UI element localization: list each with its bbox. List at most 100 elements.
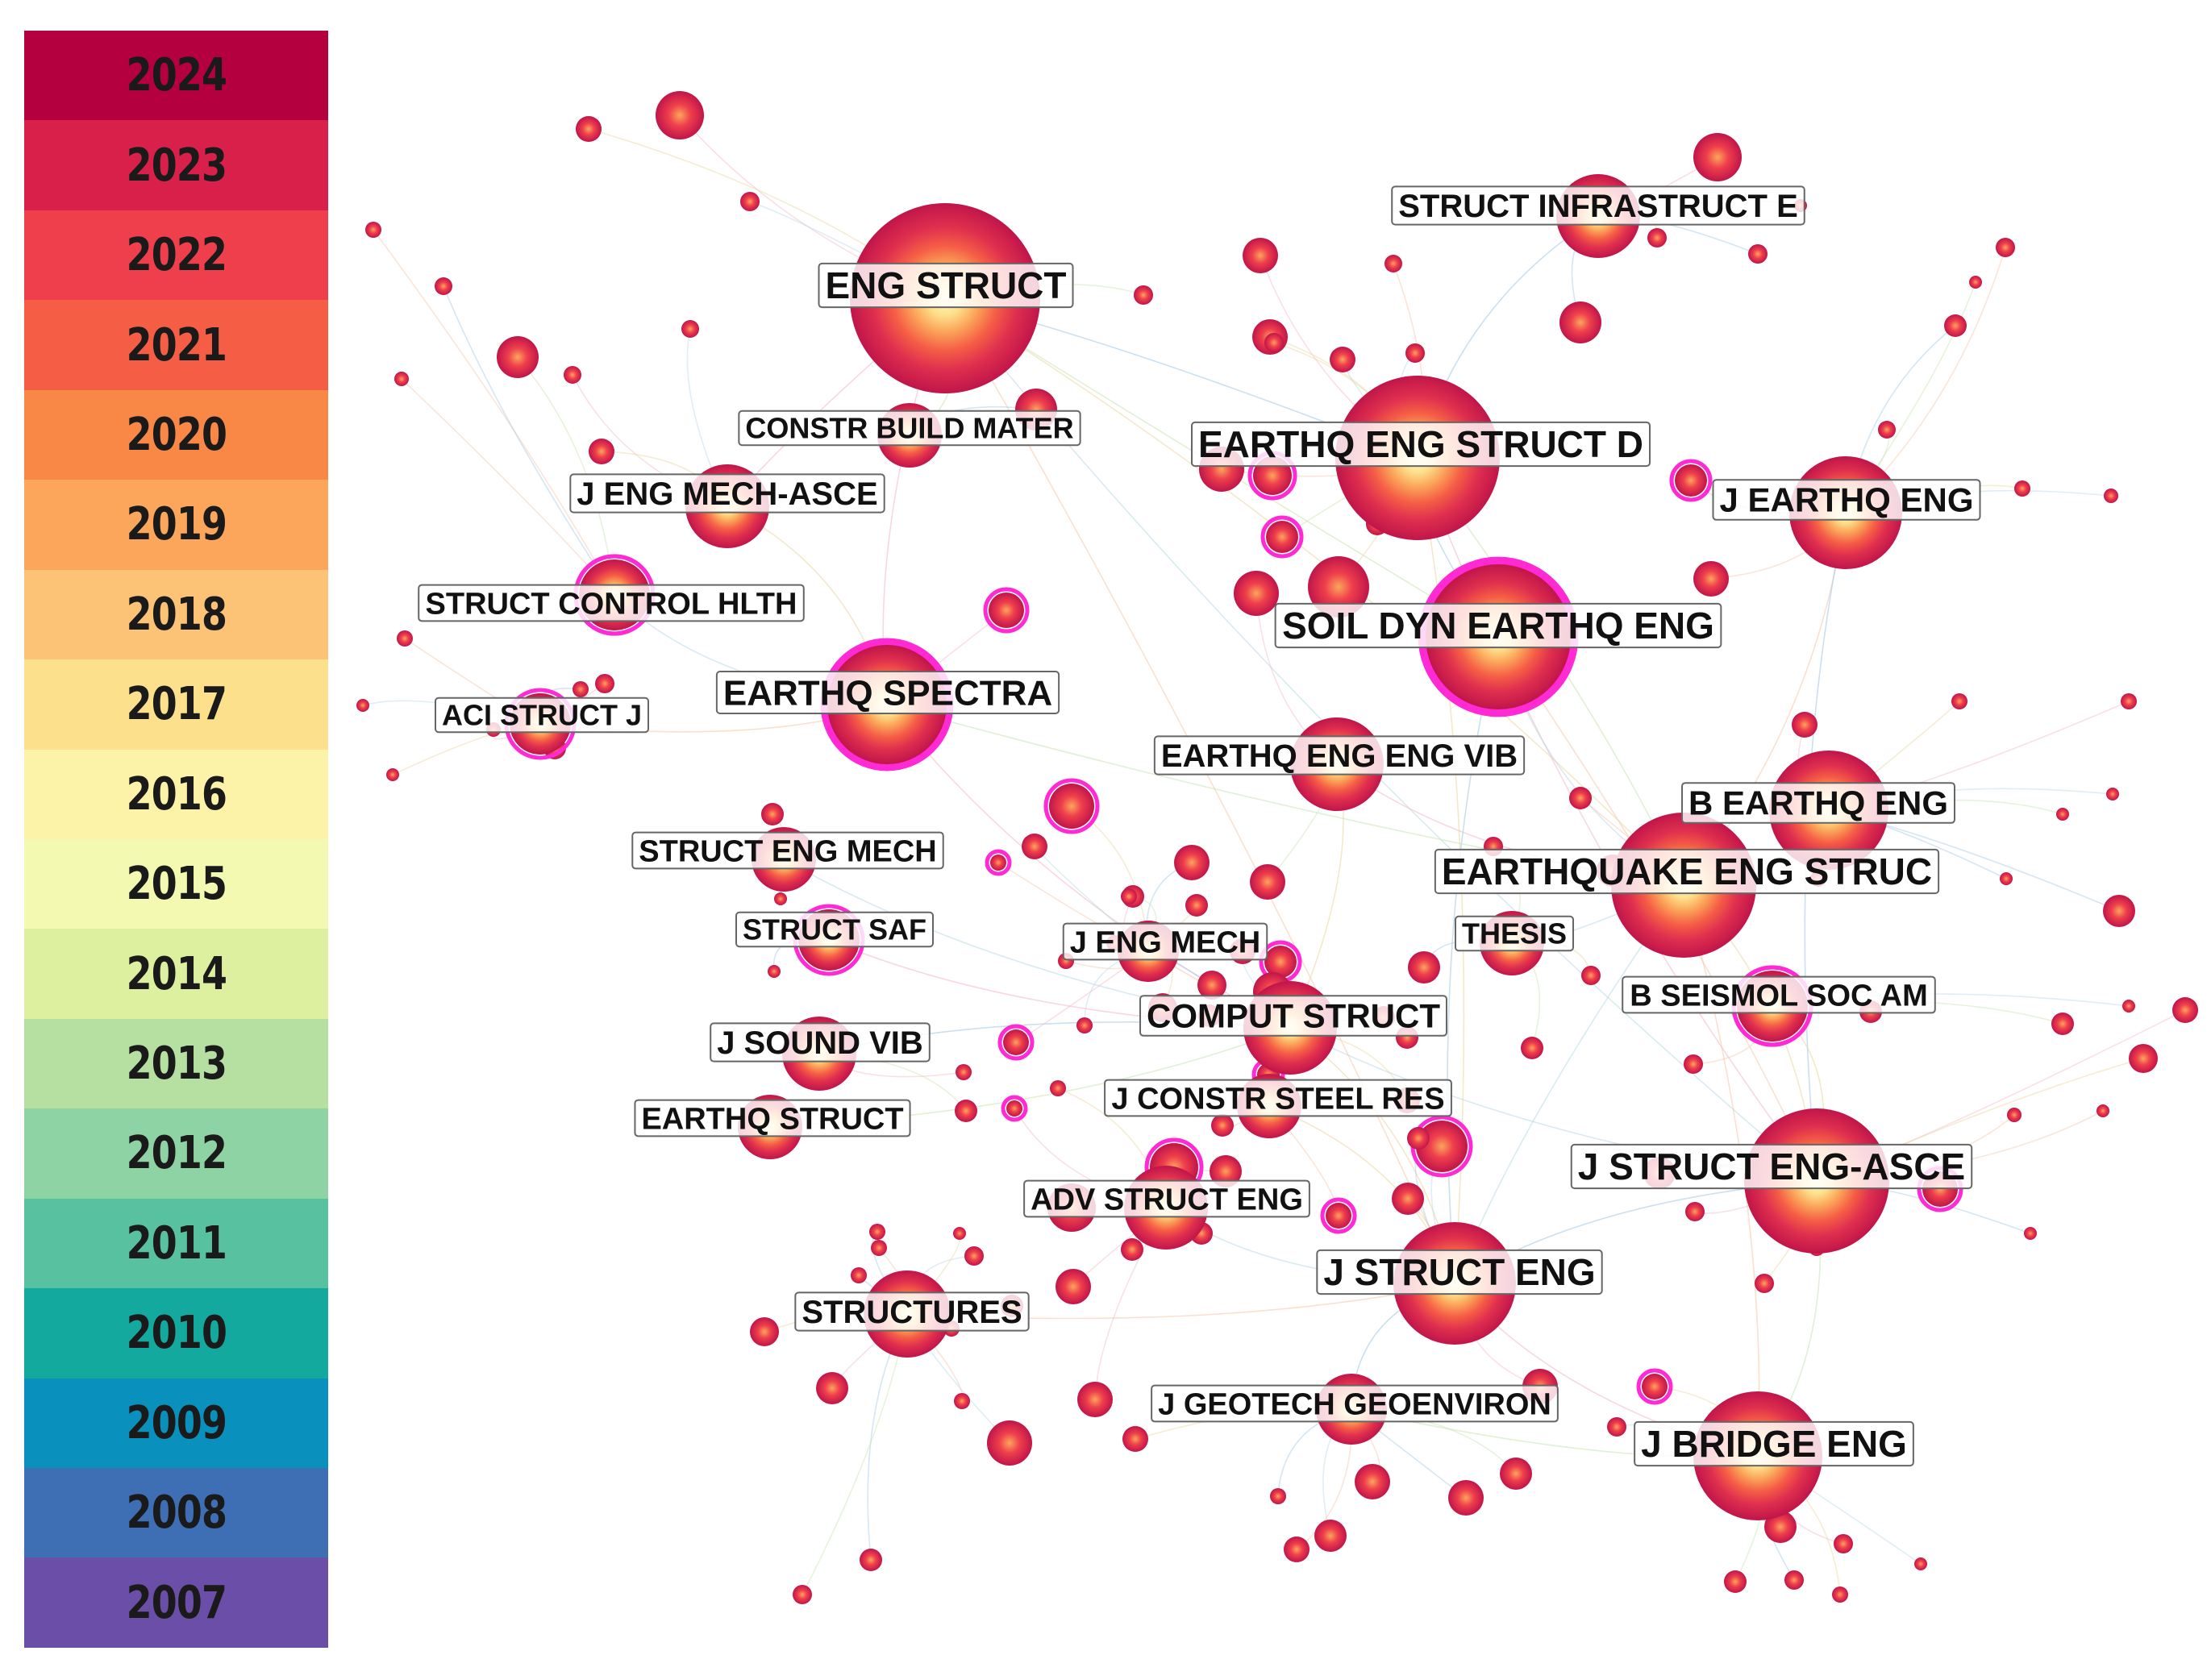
journal-node <box>1392 1183 1424 1215</box>
legend-swatch: 2016 <box>24 749 328 839</box>
journal-node <box>656 91 704 139</box>
journal-node <box>1234 571 1279 616</box>
journal-node <box>2106 788 2119 800</box>
journal-label: SOIL DYN EARTHQ ENG <box>1274 602 1722 649</box>
journal-node <box>1270 1488 1286 1504</box>
legend-year-label: 2021 <box>126 318 227 372</box>
legend-swatch: 2014 <box>24 929 328 1019</box>
journal-label: B SEISMOL SOC AM <box>1622 975 1936 1014</box>
journal-label: ACI STRUCT J <box>434 697 650 734</box>
journal-label-text: STRUCTURES <box>802 1295 1022 1330</box>
journal-labels: ENG STRUCT STRUCT INFRASTRUCT E CONSTR BUI… <box>418 185 1981 1467</box>
journal-node <box>1185 894 1208 917</box>
legend-swatch: 2008 <box>24 1468 328 1558</box>
journal-node <box>1607 1417 1626 1437</box>
journal-label: STRUCT ENG MECH <box>631 831 944 870</box>
journal-node <box>750 1317 779 1346</box>
journal-node <box>1284 1537 1310 1562</box>
citation-link <box>1447 636 1499 1284</box>
citation-link <box>802 1313 908 1595</box>
journal-label: THESIS <box>1454 915 1575 952</box>
journal-node <box>740 192 760 211</box>
journal-node <box>983 587 1030 634</box>
journal-node <box>1693 133 1742 181</box>
legend-year-label: 2024 <box>126 49 227 102</box>
journal-label-text: ENG STRUCT <box>826 264 1067 306</box>
journal-node <box>1581 966 1601 985</box>
journal-label-text: STRUCT ENG MECH <box>639 834 936 868</box>
journal-node <box>1330 347 1355 372</box>
journal-node <box>774 892 787 905</box>
journal-label: B EARTHQ ENG <box>1680 782 1956 824</box>
journal-node <box>1056 1269 1091 1304</box>
journal-label: COMPUT STRUCT <box>1139 995 1447 1037</box>
journal-node <box>2051 1013 2074 1035</box>
legend-swatch: 2009 <box>24 1378 328 1468</box>
journal-node <box>1408 951 1440 983</box>
journal-node <box>964 1246 984 1266</box>
journal-node <box>1243 238 1278 273</box>
legend-swatch: 2012 <box>24 1108 328 1199</box>
citation-link <box>443 285 615 596</box>
journal-label: ADV STRUCT ENG <box>1023 1179 1310 1218</box>
journal-node <box>2014 480 2030 497</box>
legend-year-label: 2015 <box>126 858 227 911</box>
journal-node <box>397 630 413 647</box>
journal-node <box>2096 1104 2109 1117</box>
journal-node <box>1685 1202 1705 1221</box>
legend-swatch: 2021 <box>24 300 328 390</box>
journal-label-text: J BRIDGE ENG <box>1641 1423 1907 1465</box>
journal-node <box>1755 1274 1774 1293</box>
journal-node <box>1320 1197 1357 1234</box>
journal-label: J SOUND VIB <box>710 1022 931 1062</box>
journal-node <box>1314 1520 1347 1552</box>
journal-node <box>1264 333 1284 352</box>
journal-node <box>1684 1054 1703 1074</box>
legend-swatch: 2024 <box>24 31 328 121</box>
journal-label-text: J GEOTECH GEOENVIRON <box>1158 1387 1551 1421</box>
journal-node <box>1050 1080 1066 1096</box>
journal-label-text: CONSTR BUILD MATER <box>745 412 1073 445</box>
journal-node <box>985 849 1012 876</box>
journal-node <box>497 336 539 378</box>
journal-node <box>1260 515 1304 559</box>
journal-cocitation-network: ENG STRUCT STRUCT INFRASTRUCT E CONSTR BUI… <box>356 91 2198 1604</box>
journal-nodes <box>356 91 2198 1604</box>
journal-node <box>1355 1464 1390 1499</box>
journal-node <box>1784 1570 1804 1590</box>
journal-node <box>394 372 409 386</box>
legend-year-label: 2014 <box>126 947 227 1000</box>
journal-node <box>1121 1238 1143 1261</box>
journal-node <box>793 1585 812 1604</box>
journal-node <box>1043 778 1100 834</box>
legend-swatch: 2023 <box>24 120 328 210</box>
journal-node <box>1250 864 1285 900</box>
legend-year-label: 2018 <box>126 588 227 641</box>
journal-node <box>997 1024 1035 1061</box>
journal-node <box>1001 1095 1028 1122</box>
journal-node <box>1969 276 1982 289</box>
journal-node <box>1521 1037 1543 1059</box>
legend-year-label: 2008 <box>126 1487 227 1540</box>
journal-node <box>681 320 699 338</box>
journal-node <box>1748 244 1768 264</box>
citation-link <box>373 229 615 596</box>
journal-label-text: J CONSTR STEEL RES <box>1111 1082 1444 1116</box>
legend-swatch: 2017 <box>24 659 328 750</box>
journal-node <box>1669 459 1713 502</box>
journal-node <box>1121 888 1137 904</box>
journal-node <box>1559 301 1601 343</box>
journal-node <box>2129 1044 2158 1073</box>
journal-node <box>768 965 781 978</box>
journal-label-text: J SOUND VIB <box>717 1025 923 1061</box>
journal-label: STRUCTURES <box>794 1291 1030 1332</box>
journal-node <box>1693 561 1729 597</box>
journal-label-text: J ENG MECH <box>1070 925 1260 959</box>
journal-node <box>1197 971 1226 1000</box>
journal-node <box>1022 834 1047 859</box>
journal-node <box>1405 343 1425 363</box>
journal-node <box>365 222 381 238</box>
journal-label: J STRUCT ENG <box>1316 1249 1603 1295</box>
journal-label-text: STRUCT CONTROL HLTH <box>426 587 797 621</box>
legend-year-label: 2023 <box>126 139 227 192</box>
